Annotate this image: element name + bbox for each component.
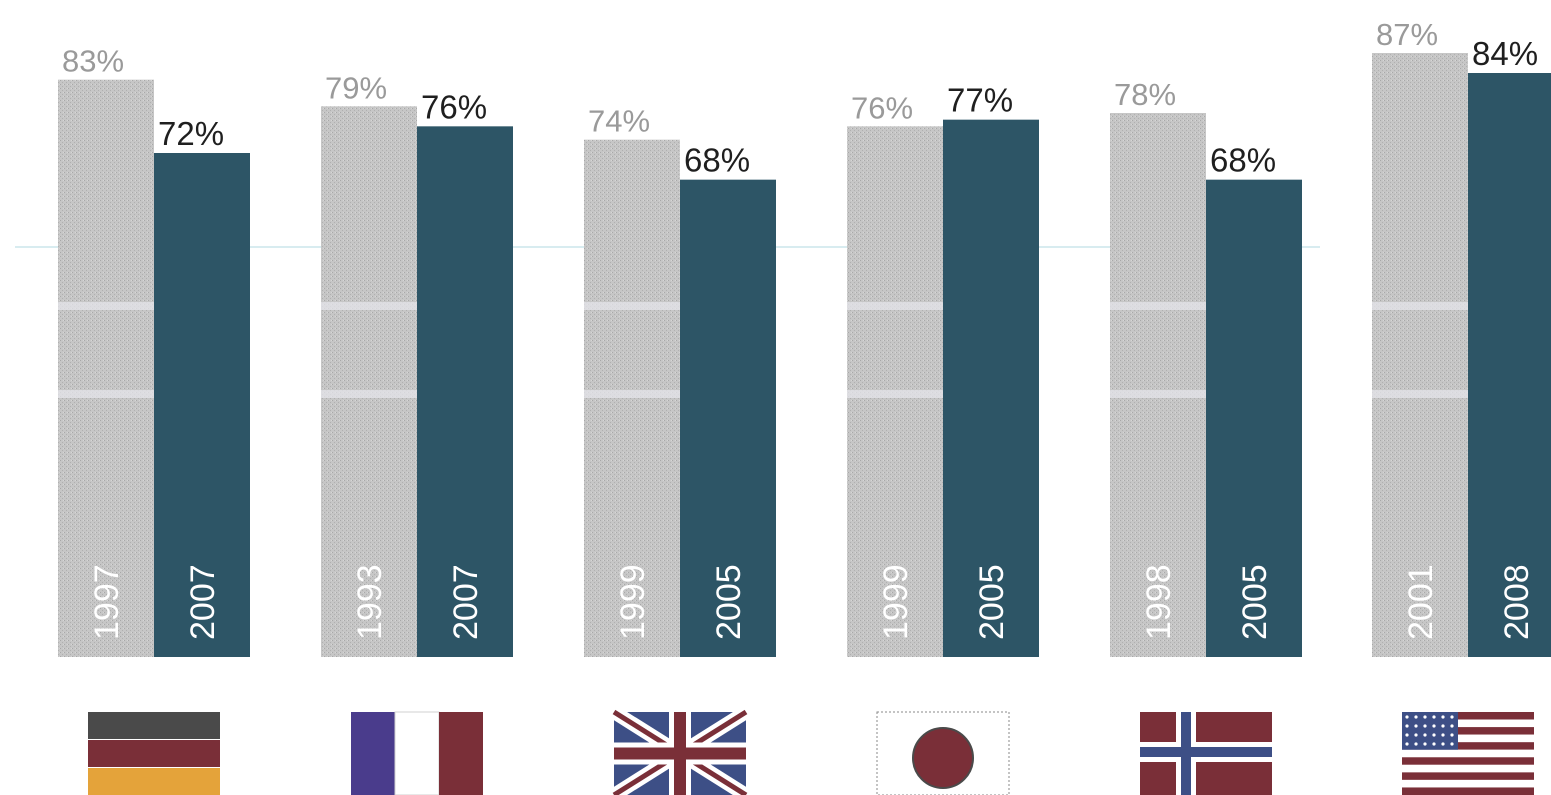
- value-label: 83%: [62, 44, 124, 79]
- bar-scan-band: [58, 390, 154, 398]
- bar-scan-band: [321, 390, 417, 398]
- bar-scan-band: [1372, 302, 1468, 310]
- bar-norway-1998: [1110, 113, 1206, 657]
- year-tick-label: 1993: [351, 564, 389, 640]
- value-label: 87%: [1376, 17, 1438, 52]
- japan-flag-icon: [876, 711, 1010, 795]
- year-tick-label: 1997: [88, 564, 126, 640]
- year-tick-label: 1999: [877, 564, 915, 640]
- bar-scan-band: [584, 302, 680, 310]
- year-tick-label: 2005: [1236, 564, 1274, 640]
- bar-scan-band: [321, 302, 417, 310]
- value-label: 76%: [851, 90, 913, 125]
- bar-scan-band: [1110, 390, 1206, 398]
- norway-flag-icon: [1140, 712, 1272, 795]
- germany-flag-icon: [88, 712, 220, 795]
- value-label: 78%: [1114, 77, 1176, 112]
- year-tick-label: 2008: [1498, 564, 1536, 640]
- bar-united-kingdom-1999: [584, 139, 680, 657]
- bar-scan-band: [847, 302, 943, 310]
- value-label: 74%: [588, 104, 650, 139]
- year-tick-label: 2005: [710, 564, 748, 640]
- value-label: 77%: [947, 82, 1013, 119]
- value-label: 79%: [325, 70, 387, 105]
- year-tick-label: 2001: [1402, 564, 1440, 640]
- bar-united-kingdom-2005: [680, 179, 776, 657]
- bar-norway-2005: [1206, 179, 1302, 657]
- year-tick-label: 2007: [447, 564, 485, 640]
- bar-scan-band: [58, 302, 154, 310]
- value-label: 68%: [1210, 142, 1276, 179]
- uk-flag-icon: [610, 706, 750, 795]
- bar-scan-band: [1372, 390, 1468, 398]
- value-label: 84%: [1472, 35, 1538, 72]
- year-tick-label: 2007: [184, 564, 222, 640]
- year-tick-label: 1999: [614, 564, 652, 640]
- bar-france-1993: [321, 106, 417, 658]
- usa-flag-icon: [1402, 712, 1534, 795]
- bar-scan-band: [584, 390, 680, 398]
- value-label: 68%: [684, 142, 750, 179]
- value-label: 72%: [158, 115, 224, 152]
- bar-germany-2007: [154, 153, 250, 657]
- bar-japan-2005: [943, 119, 1039, 657]
- bar-united-states-2008: [1468, 73, 1551, 657]
- bar-scan-band: [1110, 302, 1206, 310]
- year-tick-label: 1998: [1140, 564, 1178, 640]
- france-flag-icon: [351, 711, 483, 795]
- bar-france-2007: [417, 126, 513, 658]
- value-label: 76%: [421, 88, 487, 125]
- bar-scan-band: [847, 390, 943, 398]
- bar-united-states-2001: [1372, 53, 1468, 657]
- bar-germany-1997: [58, 79, 154, 657]
- year-tick-label: 2005: [973, 564, 1011, 640]
